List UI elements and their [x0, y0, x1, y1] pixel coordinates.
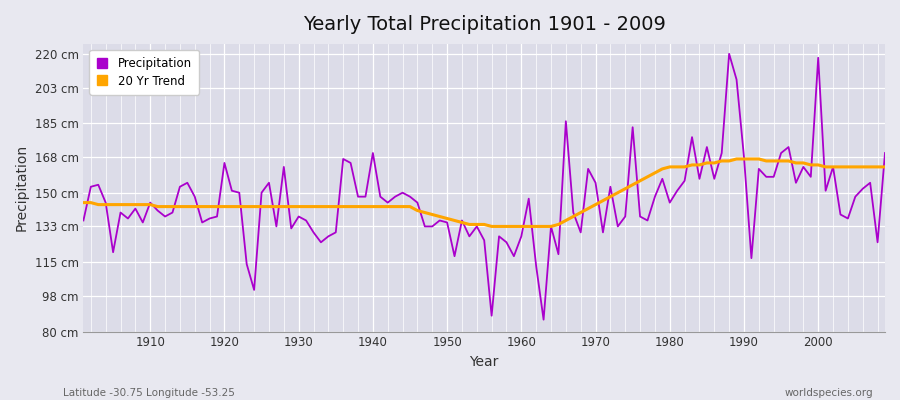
Precipitation: [138, 220, 148, 225]
Precipitation: [301, 218, 311, 223]
X-axis label: Year: Year: [470, 355, 499, 369]
20 Yr Trend: [486, 224, 497, 229]
Precipitation: [508, 254, 519, 258]
Line: 20 Yr Trend: 20 Yr Trend: [84, 159, 885, 226]
20 Yr Trend: [78, 200, 89, 205]
Precipitation: [724, 52, 734, 56]
Line: Precipitation: Precipitation: [84, 54, 885, 320]
Precipitation: [538, 317, 549, 322]
Precipitation: [78, 218, 89, 223]
Precipitation: [346, 160, 356, 165]
Text: worldspecies.org: worldspecies.org: [785, 388, 873, 398]
Precipitation: [516, 234, 526, 239]
Text: Latitude -30.75 Longitude -53.25: Latitude -30.75 Longitude -53.25: [63, 388, 235, 398]
Y-axis label: Precipitation: Precipitation: [15, 144, 29, 231]
20 Yr Trend: [612, 190, 623, 195]
Legend: Precipitation, 20 Yr Trend: Precipitation, 20 Yr Trend: [89, 50, 199, 95]
Precipitation: [879, 151, 890, 156]
20 Yr Trend: [731, 156, 742, 161]
Precipitation: [612, 224, 623, 229]
20 Yr Trend: [301, 204, 311, 209]
20 Yr Trend: [346, 204, 356, 209]
20 Yr Trend: [516, 224, 526, 229]
20 Yr Trend: [138, 202, 148, 207]
20 Yr Trend: [879, 164, 890, 169]
20 Yr Trend: [523, 224, 534, 229]
Title: Yearly Total Precipitation 1901 - 2009: Yearly Total Precipitation 1901 - 2009: [302, 15, 666, 34]
